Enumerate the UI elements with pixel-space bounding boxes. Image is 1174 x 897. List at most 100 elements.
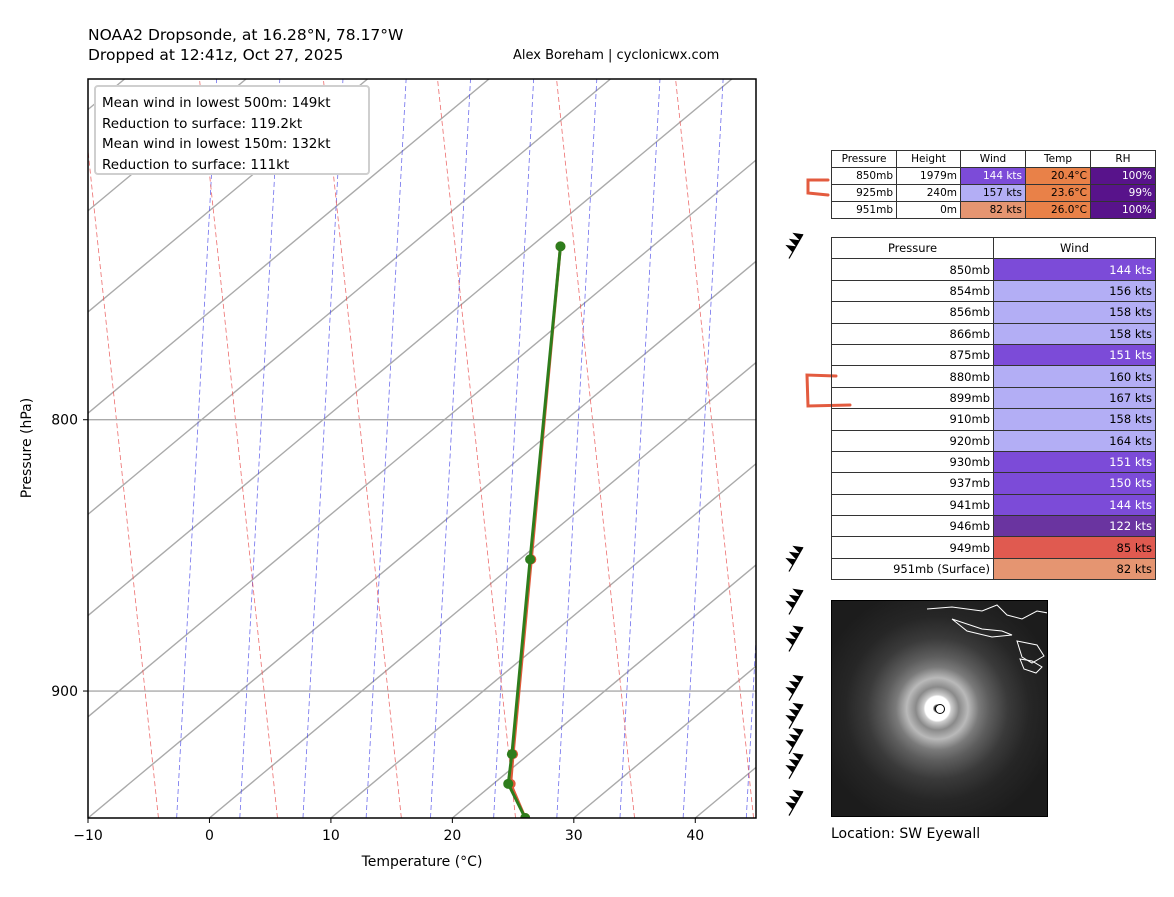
- chart-title-line2: Dropped at 12:41z, Oct 27, 2025: [88, 46, 344, 64]
- dry-adiabat-line: [556, 79, 635, 818]
- x-tick-label: 40: [686, 828, 704, 844]
- table-header-cell: Wind: [960, 150, 1026, 168]
- table-row: 951mb (Surface) 82 kts: [831, 557, 1156, 581]
- wind-barb-icon: [785, 752, 804, 779]
- mixing-ratio-line: [176, 79, 218, 818]
- dry-adiabat-line: [675, 79, 754, 818]
- table-header-cell: Pressure: [831, 150, 897, 168]
- table-cell: 144 kts: [993, 258, 1156, 281]
- table-row: 856mb 158 kts: [831, 301, 1156, 324]
- wind-barb-column: [785, 178, 852, 816]
- isotherm-line: [88, 79, 611, 516]
- barb-flag: [785, 801, 796, 810]
- table-cell: 144 kts: [993, 493, 1156, 517]
- table-cell: 144 kts: [960, 167, 1026, 185]
- barb-flag: [792, 728, 803, 736]
- wind-annotation-box: Mean wind in lowest 500m: 149kt Reductio…: [94, 85, 370, 175]
- table-cell: 26.0°C: [1025, 201, 1091, 219]
- annotation-line: Mean wind in lowest 150m: 132kt: [102, 136, 331, 152]
- table-row: 910mb 158 kts: [831, 408, 1156, 431]
- table-cell: 949mb: [831, 536, 994, 559]
- wind-barb-icon: [785, 789, 804, 816]
- barb-flag: [785, 637, 796, 646]
- barb-flag: [792, 545, 803, 554]
- red-bracket: [805, 373, 852, 408]
- table-row: 946mb 122 kts: [831, 515, 1156, 538]
- isotherm-line: [88, 79, 733, 617]
- dropsonde-location-marker: [935, 704, 945, 714]
- x-tick-label: 10: [322, 828, 340, 844]
- table-header-cell: Temp: [1025, 150, 1091, 168]
- table-cell: 930mb: [831, 450, 994, 474]
- y-axis-ticks: 800 900: [51, 413, 88, 700]
- table-cell: 951mb: [831, 201, 897, 219]
- table-cell: 866mb: [831, 322, 994, 345]
- table-cell: 925mb: [831, 184, 897, 202]
- isotherm-line: [330, 462, 756, 818]
- isotherm-line: [573, 665, 756, 818]
- table-row: 951mb 0m 82 kts 26.0°C 100%: [831, 201, 1156, 219]
- table-row: 854mb 156 kts: [831, 279, 1156, 303]
- table-row: 899mb 167 kts: [831, 386, 1156, 410]
- x-axis-ticks: −10 0 10 20 30 40: [73, 818, 704, 844]
- table-row: 941mb 144 kts: [831, 493, 1156, 517]
- table-cell: 122 kts: [993, 515, 1156, 538]
- table-cell: 920mb: [831, 429, 994, 452]
- mixing-ratio-line: [239, 79, 281, 818]
- table-cell: 99%: [1090, 184, 1156, 202]
- table-cell: 158 kts: [993, 322, 1156, 345]
- table-row: 866mb 158 kts: [831, 322, 1156, 345]
- table-cell: 899mb: [831, 386, 994, 410]
- barb-flag: [788, 795, 800, 804]
- y-tick-label: 800: [51, 413, 78, 429]
- table-cell: 100%: [1090, 201, 1156, 219]
- wind-levels-table: Pressure Wind 850mb 144 kts 854mb 156 kts 856m…: [831, 236, 1156, 581]
- mixing-ratio-line: [619, 79, 661, 818]
- profile-point: [506, 749, 517, 760]
- barb-flag: [788, 551, 800, 560]
- barb-flag: [785, 557, 796, 566]
- mixing-ratio-line: [493, 79, 535, 818]
- profile-series: [503, 241, 566, 818]
- guide-lines: [88, 79, 756, 818]
- table-cell: 156 kts: [993, 279, 1156, 303]
- annotation-line: Mean wind in lowest 500m: 149kt: [102, 95, 331, 111]
- barb-flag: [792, 702, 803, 711]
- dry-adiabat-line: [322, 79, 402, 818]
- barb-flag: [788, 594, 800, 603]
- barb-flag: [785, 600, 796, 609]
- location-label: Location: SW Eyewall: [831, 826, 981, 842]
- barb-flag: [785, 244, 796, 253]
- table-cell: 100%: [1090, 167, 1156, 185]
- isotherm-line: [88, 79, 368, 313]
- wind-barb-icon: [785, 232, 804, 259]
- wind-barb-icon: [785, 588, 804, 615]
- barb-flag: [788, 758, 800, 767]
- x-tick-label: 30: [565, 828, 583, 844]
- wind-barb-icon: [785, 674, 804, 701]
- chart-title-line1: NOAA2 Dropsonde, at 16.28°N, 78.17°W: [88, 26, 404, 44]
- isotherm-line: [209, 361, 756, 818]
- table-cell: 164 kts: [993, 429, 1156, 452]
- barb-flag: [792, 752, 803, 761]
- isotherm-line: [451, 564, 756, 818]
- y-axis-label: Pressure (hPa): [19, 398, 35, 498]
- wind-barb-icon: [785, 728, 804, 755]
- table-cell: 150 kts: [993, 472, 1156, 495]
- barb-flag: [788, 631, 800, 640]
- table-row: 925mb 240m 157 kts 23.6°C 99%: [831, 184, 1156, 202]
- barb-flag: [792, 789, 803, 798]
- profile-point: [525, 554, 536, 565]
- barb-flag: [788, 680, 800, 689]
- table-cell: 854mb: [831, 279, 994, 303]
- table-row: 930mb 151 kts: [831, 450, 1156, 474]
- red-bracket-markers: [805, 178, 852, 408]
- table-cell: 23.6°C: [1025, 184, 1091, 202]
- table-header-cell: Wind: [993, 236, 1156, 260]
- barb-flag: [785, 686, 796, 695]
- table-cell: 160 kts: [993, 365, 1156, 388]
- table-cell: 85 kts: [993, 536, 1156, 559]
- wind-barb-icon: [785, 625, 804, 652]
- profile-point: [555, 241, 566, 252]
- profile-point: [520, 813, 531, 818]
